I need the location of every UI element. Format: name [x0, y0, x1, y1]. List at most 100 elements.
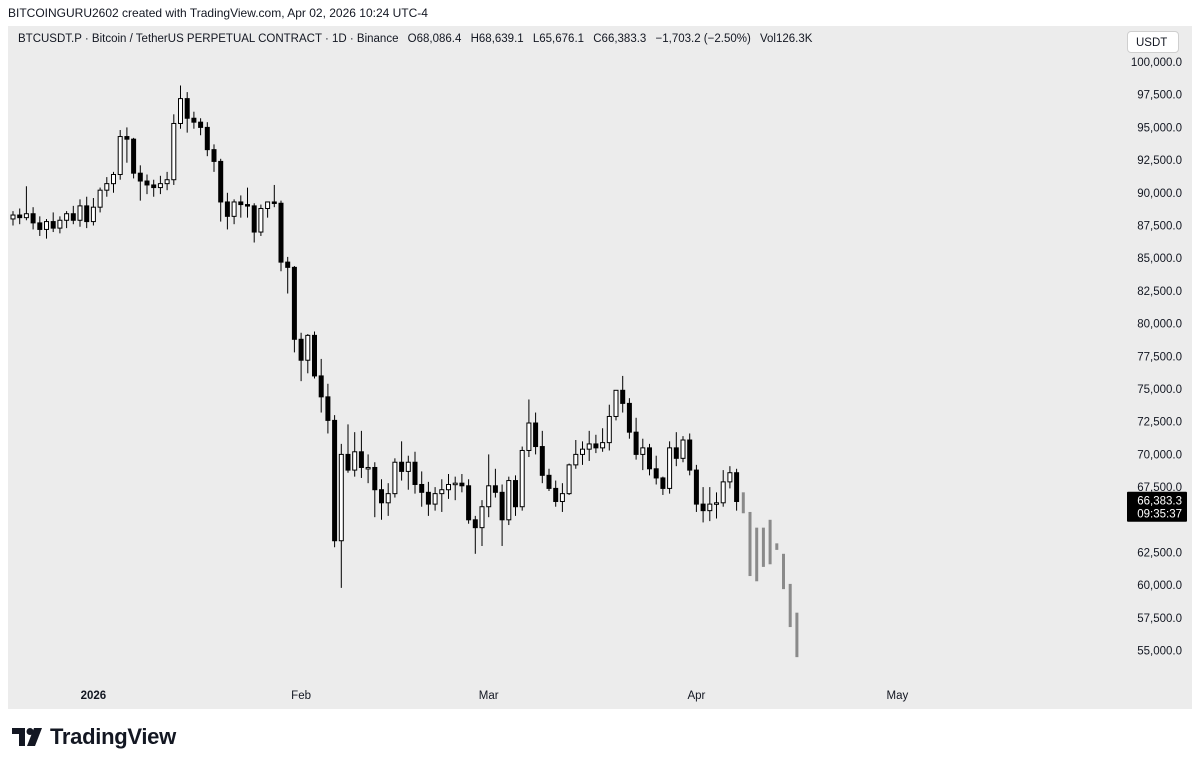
candle-body-down [84, 205, 90, 223]
candle [77, 199, 83, 227]
candle [265, 201, 271, 218]
candle-body-down [198, 121, 204, 128]
candle [305, 334, 311, 374]
candle-body-down [218, 160, 224, 203]
candle [606, 404, 612, 451]
candle-body-up [519, 449, 525, 508]
price-tick-label: 90,000.0 [1137, 188, 1182, 200]
candle-body-up [432, 493, 438, 505]
tradingview-logo[interactable]: TradingView [12, 723, 176, 751]
candle-body-up [566, 464, 572, 495]
projection-bar [788, 583, 792, 628]
candle [667, 441, 673, 494]
price-tick-label: 97,500.0 [1137, 90, 1182, 102]
candle [258, 204, 264, 236]
candle-body-down [285, 261, 291, 268]
candle [164, 171, 170, 191]
candle-body-down [539, 446, 545, 476]
candle [573, 440, 579, 469]
candle [151, 179, 157, 197]
candle-body-down [251, 205, 257, 233]
last-price-marker: 66,383.309:35:37 [1127, 491, 1187, 522]
candle [111, 171, 116, 193]
candle [600, 428, 606, 452]
candle-body-down [238, 201, 244, 206]
candle [90, 198, 96, 226]
candle [338, 443, 344, 588]
currency-button[interactable]: USDT [1127, 31, 1179, 53]
candle-body-up [392, 461, 398, 495]
candle-body-down [660, 477, 666, 489]
candlestick-chart[interactable]: 100,000.0 97,500.0 95,000.0 92,500.0 90,000.… [8, 26, 1192, 709]
candle-body-up [640, 447, 646, 455]
candle [472, 515, 478, 554]
candle [37, 216, 43, 236]
candle [452, 476, 458, 501]
projection-bar [768, 519, 772, 565]
candle-body-up [44, 221, 49, 230]
candle [298, 332, 304, 382]
candle-body-down [379, 489, 384, 504]
candle-body-up [573, 453, 579, 466]
candle [405, 455, 411, 490]
candle [499, 484, 505, 546]
price-tick-label: 72,500.0 [1137, 417, 1182, 429]
candle-body-up [77, 205, 83, 221]
candle-body-down [312, 334, 317, 377]
candle-body-up [680, 439, 686, 459]
last-price-label: 66,383.3 [1137, 496, 1182, 508]
candle-body-down [693, 469, 699, 505]
candle [593, 434, 599, 454]
price-tick-label: 100,000.0 [1131, 57, 1182, 69]
projection-layer [741, 492, 799, 658]
candle-body-down [345, 453, 351, 471]
price-tick-label: 82,500.0 [1137, 286, 1182, 298]
candle-body-down [499, 491, 505, 521]
chart-panel[interactable]: 100,000.0 97,500.0 95,000.0 92,500.0 90,000.… [8, 26, 1192, 709]
candle [198, 118, 204, 136]
candle [734, 468, 740, 511]
candle-body-up [90, 206, 96, 223]
candle-body-down [278, 202, 284, 263]
candle-body-up [446, 483, 451, 491]
candle [707, 487, 713, 522]
candle [231, 199, 237, 225]
candle-body-down [184, 98, 190, 119]
candle-body-down [513, 480, 518, 508]
candle-body-down [325, 396, 331, 421]
candle [17, 208, 23, 225]
candle [131, 137, 137, 179]
countdown-label: 09:35:37 [1137, 509, 1182, 521]
candle [332, 415, 338, 548]
price-tick-label: 55,000.0 [1137, 646, 1182, 658]
candle [633, 417, 639, 460]
ohlc-close: C66,383.3 [593, 33, 647, 45]
ohlc-open: O68,086.4 [407, 33, 462, 45]
candle-body-down [626, 402, 632, 433]
candle [660, 476, 666, 495]
candle-body-down [419, 483, 425, 493]
candle-body-down [673, 447, 679, 459]
candle-body-up [23, 213, 29, 219]
candle-body-down [734, 472, 740, 502]
candle-body-down [399, 461, 405, 472]
candle-body-up [613, 389, 619, 417]
price-tick-label: 70,000.0 [1137, 449, 1182, 461]
candle-body-down [546, 474, 552, 489]
candle-body-up [178, 98, 183, 124]
projection-bar [795, 612, 799, 658]
last-price-box [1127, 491, 1187, 522]
candle-body-up [231, 201, 237, 217]
candle [673, 432, 679, 467]
candle-body-down [211, 149, 217, 162]
candle [727, 466, 733, 489]
symbol-title[interactable]: BTCUSDT.P · Bitcoin / TetherUS PERPETUAL… [18, 33, 399, 45]
candle-body-down [620, 389, 626, 404]
candle-body-up [559, 493, 565, 502]
candle [539, 430, 545, 484]
price-tick-label: 85,000.0 [1137, 253, 1182, 265]
candle-body-up [580, 448, 585, 455]
candle-body-down [137, 172, 143, 182]
candle [191, 111, 197, 129]
candle-body-up [600, 442, 606, 449]
